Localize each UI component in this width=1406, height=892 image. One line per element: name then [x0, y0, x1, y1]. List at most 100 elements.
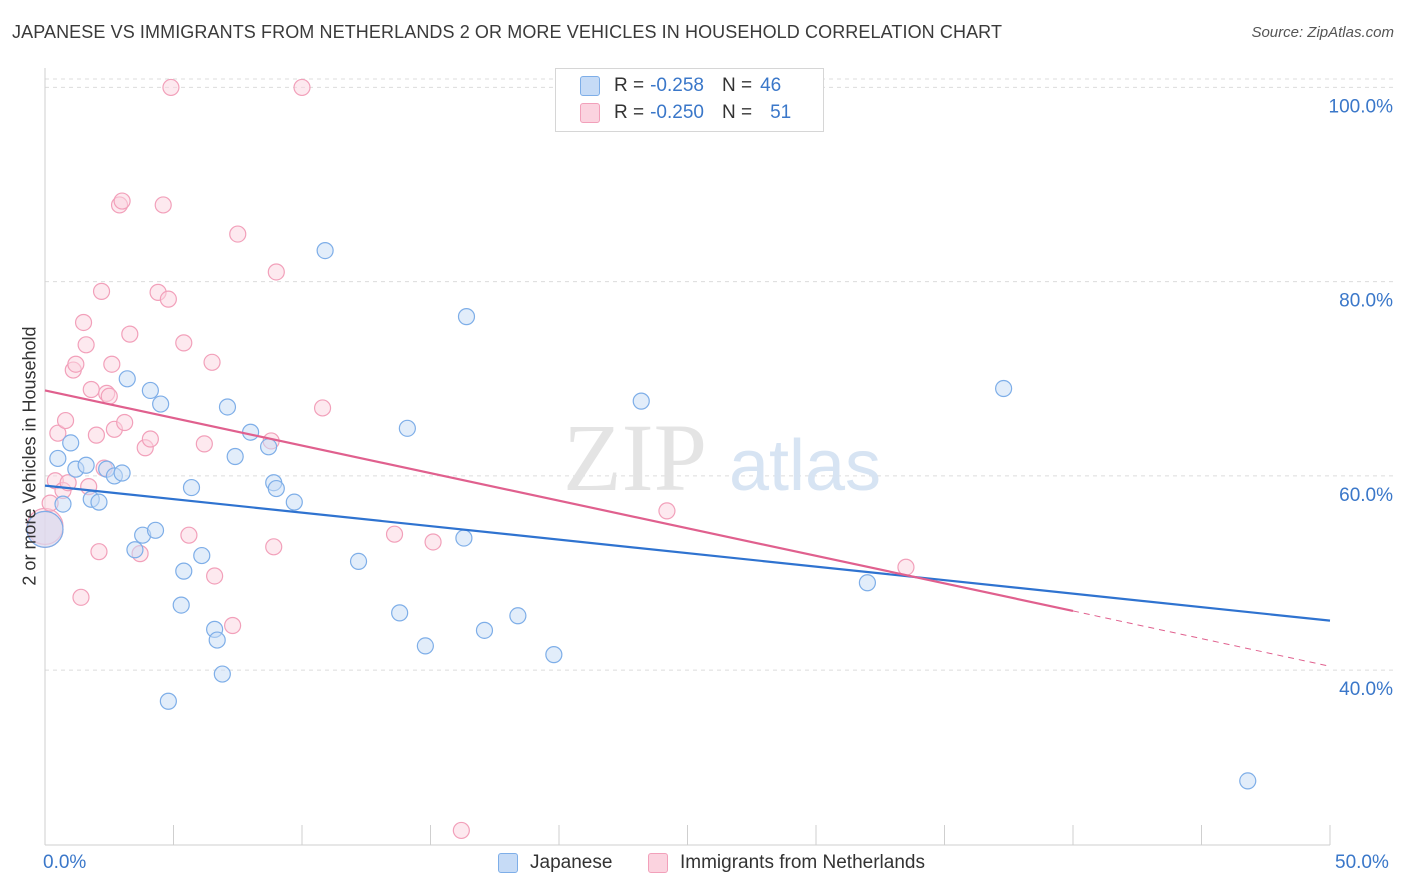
stats-legend: R = -0.258 N = 46 R = -0.250 N = 51	[555, 68, 824, 132]
japanese-point	[995, 379, 1013, 398]
japanese-point	[118, 370, 136, 388]
japanese-point	[152, 395, 170, 413]
netherlands-point	[267, 263, 285, 281]
legend-item-netherlands[interactable]: Immigrants from Netherlands	[648, 852, 925, 874]
japanese-swatch	[498, 853, 518, 873]
netherlands-point	[77, 336, 95, 354]
series-legend: Japanese Immigrants from Netherlands	[0, 852, 1406, 878]
legend-label-netherlands: Immigrants from Netherlands	[680, 852, 925, 873]
y-tick-label: 40.0%	[1339, 679, 1393, 700]
japanese-point	[113, 464, 131, 482]
netherlands-swatch	[580, 103, 600, 123]
japanese-point	[398, 419, 416, 437]
netherlands-point	[87, 426, 106, 444]
netherlands-point	[293, 78, 311, 97]
japanese-point	[632, 392, 650, 410]
japanese-point	[146, 521, 165, 539]
japanese-point	[285, 493, 303, 511]
japanese-point	[77, 456, 95, 474]
netherlands-point	[92, 282, 111, 300]
watermark-zip: ZIP	[563, 404, 707, 511]
netherlands-point	[116, 413, 134, 432]
netherlands-point	[100, 387, 118, 405]
netherlands-point	[224, 616, 242, 635]
trend-line-netherlands	[44, 389, 1074, 613]
netherlands-point	[90, 543, 108, 561]
netherlands-point	[265, 538, 283, 556]
japanese-point	[208, 631, 226, 649]
netherlands-point	[74, 313, 93, 332]
netherlands-point	[141, 430, 159, 448]
japanese-swatch	[580, 76, 600, 96]
japanese-point	[455, 529, 473, 547]
japanese-point	[26, 510, 64, 548]
x-tick-label-max: 50.0%	[1335, 852, 1389, 873]
netherlands-point	[424, 533, 442, 551]
netherlands-point	[154, 196, 172, 214]
japanese-point	[1239, 772, 1257, 790]
netherlands-point	[159, 290, 177, 308]
japanese-point	[54, 495, 72, 513]
japanese-point	[62, 434, 80, 452]
trend-lines	[44, 389, 1331, 667]
n-label: N =	[721, 75, 753, 96]
japanese-point	[475, 621, 494, 639]
netherlands-point	[385, 525, 404, 543]
netherlands-point	[67, 355, 85, 373]
grid-lines	[45, 78, 1395, 671]
y-tick-label: 80.0%	[1339, 291, 1393, 312]
netherlands-point	[56, 411, 75, 430]
y-axis-label: 2 or more Vehicles in Household	[19, 326, 40, 586]
x-tick-label-min: 0.0%	[43, 852, 87, 873]
netherlands-point	[313, 399, 332, 417]
stats-row-netherlands: R = -0.250 N = 51	[580, 101, 791, 125]
netherlands-point	[49, 424, 67, 442]
watermark-atlas: atlas	[729, 426, 881, 506]
netherlands-point	[452, 821, 470, 840]
japanese-point	[242, 423, 260, 441]
r-label: R =	[614, 102, 645, 123]
japanese-point	[545, 646, 563, 664]
n-value: 46	[760, 75, 782, 96]
netherlands-point	[203, 353, 221, 371]
japanese-point	[49, 449, 67, 468]
japanese-point	[175, 562, 193, 580]
japanese-point	[193, 546, 211, 565]
japanese-point	[316, 241, 334, 260]
japanese-point	[226, 447, 244, 466]
japanese-point	[858, 574, 877, 592]
stats-row-japanese: R = -0.258 N = 46	[580, 74, 781, 98]
trend-line-japanese	[44, 484, 1331, 622]
netherlands-point	[658, 502, 676, 520]
japanese-point	[267, 479, 285, 498]
netherlands-point	[175, 334, 193, 352]
legend-item-japanese[interactable]: Japanese	[498, 852, 612, 874]
y-tick-label: 60.0%	[1339, 485, 1393, 506]
axes	[44, 68, 1331, 846]
netherlands-point	[180, 526, 198, 544]
chart-title: JAPANESE VS IMMIGRANTS FROM NETHERLANDS …	[12, 22, 1003, 42]
r-label: R =	[614, 75, 645, 96]
netherlands-swatch	[648, 853, 668, 873]
netherlands-point	[72, 588, 90, 606]
japanese-point	[159, 692, 177, 710]
watermark: ZIP atlas	[563, 404, 881, 511]
legend-label-japanese: Japanese	[530, 852, 613, 873]
japanese-point	[509, 607, 527, 625]
japanese-point	[182, 478, 201, 497]
r-value: -0.258	[650, 75, 704, 96]
japanese-point	[172, 596, 190, 614]
japanese-point	[391, 604, 409, 622]
netherlands-point	[103, 355, 121, 373]
japanese-point	[457, 308, 476, 326]
n-value: 51	[770, 102, 792, 123]
japanese-point	[259, 438, 278, 456]
japanese-point	[126, 541, 144, 559]
trend-extension-netherlands	[1072, 610, 1331, 667]
japanese-point	[90, 493, 108, 511]
r-value: -0.250	[650, 102, 704, 123]
source-note: Source: ZipAtlas.com	[1251, 24, 1394, 41]
japanese-point	[141, 381, 159, 400]
netherlands-point	[162, 78, 180, 97]
